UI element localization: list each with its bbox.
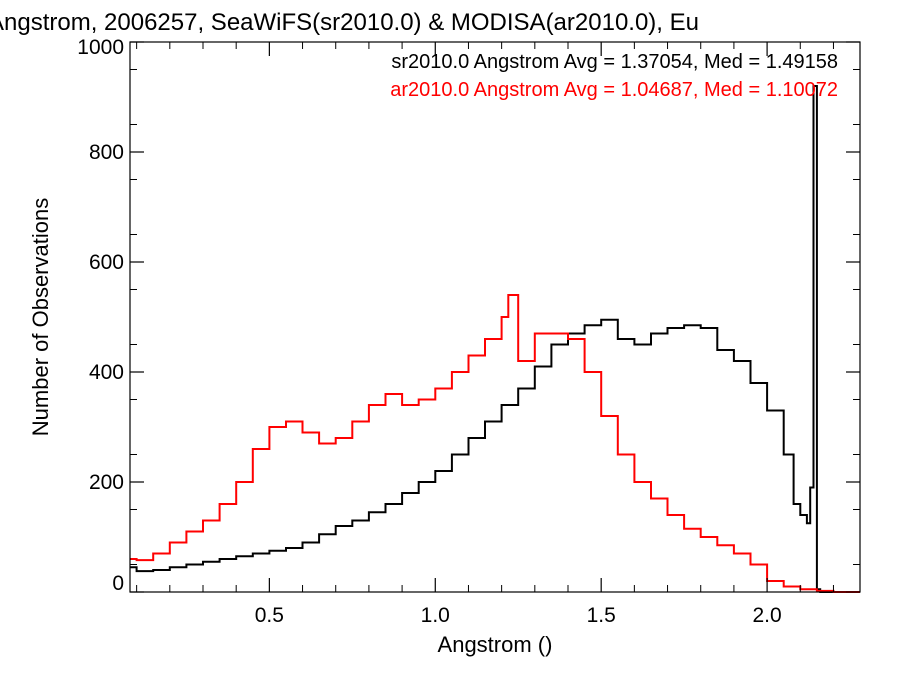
series-line-ar2010	[130, 294, 860, 593]
series-line-sr2010	[130, 85, 860, 593]
x-axis: 0.5 1.0 1.5 2.0	[136, 42, 834, 627]
sr2010-stats: sr2010.0 Angstrom Avg = 1.37054, Med = 1…	[391, 51, 838, 73]
plot-area	[130, 85, 860, 593]
y-axis-label: Number of Observations	[28, 198, 53, 436]
y-tick-label: 400	[89, 361, 124, 384]
x-tick-label: 1.5	[587, 604, 616, 627]
y-tick-label: 0	[112, 572, 124, 595]
y-tick-label: 800	[89, 141, 124, 164]
y-axis: 0 200 400 600 800 1000	[77, 36, 860, 595]
x-axis-label: Angstrom ()	[438, 632, 553, 657]
x-tick-label: 0.5	[255, 604, 284, 627]
y-tick-label: 200	[89, 471, 124, 494]
plot-frame	[129, 41, 861, 593]
x-tick-label: 2.0	[752, 604, 781, 627]
y-tick-label: 1000	[77, 36, 124, 59]
ar2010-stats: ar2010.0 Angstrom Avg = 1.04687, Med = 1…	[390, 79, 838, 101]
chart-title: Angstrom, 2006257, SeaWiFS(sr2010.0) & M…	[0, 9, 699, 36]
x-tick-label: 1.0	[421, 604, 450, 627]
y-tick-label: 600	[89, 251, 124, 274]
